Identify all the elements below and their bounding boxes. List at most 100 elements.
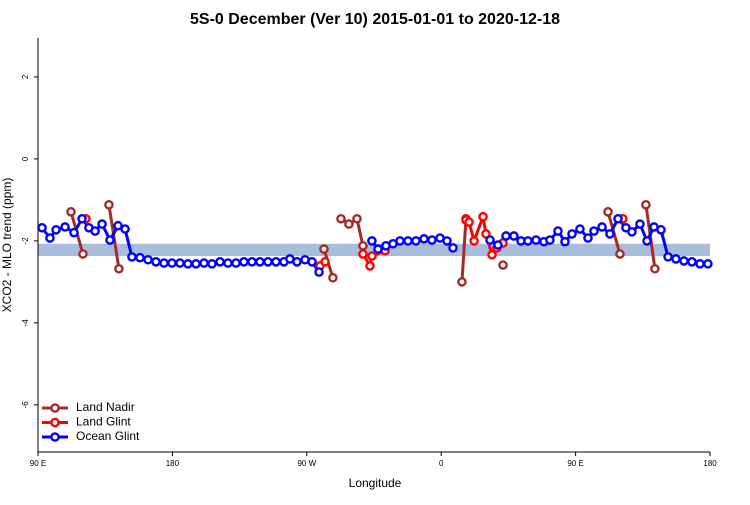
- data-point: [344, 219, 354, 229]
- data-point: [642, 236, 652, 246]
- data-point: [615, 249, 625, 259]
- data-point: [531, 235, 541, 245]
- data-point: [419, 234, 429, 244]
- data-point: [320, 257, 330, 267]
- legend-marker: [50, 417, 60, 428]
- legend-label: Land Glint: [76, 415, 131, 429]
- y-tick-label: 0: [21, 156, 30, 161]
- data-point: [151, 257, 161, 267]
- y-axis-label: XCO2 - MLO trend (ppm): [0, 178, 14, 313]
- data-point: [478, 211, 488, 222]
- data-point: [597, 222, 607, 232]
- data-point: [143, 254, 153, 265]
- y-tick-label: 2: [21, 74, 30, 79]
- data-point: [127, 252, 137, 262]
- x-tick-label: 0: [439, 459, 444, 468]
- data-point: [457, 277, 467, 287]
- data-point: [159, 258, 169, 268]
- data-point: [560, 236, 570, 247]
- data-point: [367, 251, 377, 261]
- data-point: [485, 235, 495, 245]
- data-point: [365, 261, 375, 271]
- x-tick-label: 180: [166, 459, 180, 468]
- data-point: [567, 229, 577, 239]
- data-point: [487, 250, 497, 260]
- x-axis-label: Longitude: [349, 476, 402, 490]
- x-tick-label: 90 E: [30, 459, 46, 468]
- data-point: [501, 231, 511, 241]
- data-point: [336, 213, 346, 224]
- legend-label: Ocean Glint: [76, 429, 140, 443]
- data-point: [442, 236, 452, 246]
- data-point: [411, 236, 421, 246]
- data-point: [328, 272, 338, 283]
- data-point: [167, 258, 177, 268]
- data-point: [605, 229, 615, 239]
- data-point: [663, 252, 673, 262]
- data-point: [239, 257, 249, 267]
- data-point: [263, 257, 273, 267]
- data-point: [247, 257, 257, 267]
- data-point: [367, 236, 377, 246]
- data-point: [553, 226, 563, 236]
- data-point: [464, 217, 474, 227]
- legend-label: Land Nadir: [76, 400, 135, 414]
- data-point: [231, 258, 241, 268]
- data-point: [469, 236, 479, 246]
- data-point: [613, 213, 623, 224]
- x-tick-label: 90 W: [297, 459, 316, 468]
- data-point: [45, 233, 55, 243]
- data-point: [498, 260, 508, 270]
- data-point: [352, 213, 362, 224]
- data-point: [199, 258, 209, 268]
- data-point: [66, 206, 76, 217]
- data-point: [78, 249, 88, 259]
- data-point: [509, 231, 519, 241]
- data-point: [292, 257, 302, 267]
- y-tick-label: -6: [21, 401, 30, 409]
- data-point: [215, 257, 225, 267]
- data-point: [223, 258, 233, 268]
- data-point: [603, 206, 613, 217]
- data-point: [191, 259, 201, 269]
- data-point: [175, 258, 185, 268]
- y-tick-label: -2: [21, 237, 30, 245]
- data-point: [183, 259, 193, 269]
- chart-title: 5S-0 December (Ver 10) 2015-01-01 to 202…: [190, 11, 560, 28]
- data-point: [319, 244, 329, 254]
- data-point: [60, 222, 70, 232]
- data-point: [545, 235, 555, 245]
- data-point: [358, 249, 368, 259]
- data-point: [656, 225, 666, 235]
- data-point: [650, 263, 660, 274]
- data-point: [687, 257, 697, 267]
- data-point: [90, 226, 100, 236]
- data-point: [314, 267, 324, 277]
- data-point: [77, 213, 87, 224]
- data-point: [135, 252, 145, 263]
- data-point: [97, 219, 107, 229]
- data-point: [358, 241, 368, 251]
- data-point: [120, 224, 130, 234]
- data-point: [105, 235, 115, 245]
- data-point: [373, 244, 383, 254]
- data-point: [583, 233, 593, 243]
- y-tick-label: -4: [21, 319, 30, 327]
- legend-marker: [50, 403, 60, 413]
- data-point: [395, 236, 405, 246]
- data-point: [448, 243, 458, 253]
- data-point: [403, 236, 413, 246]
- data-point: [703, 259, 713, 269]
- data-point: [679, 256, 689, 266]
- data-point: [695, 259, 705, 269]
- data-point: [575, 224, 585, 234]
- data-point: [104, 200, 114, 210]
- data-point: [427, 235, 437, 245]
- data-point: [671, 254, 681, 264]
- data-point: [69, 227, 79, 238]
- data-point: [641, 200, 651, 210]
- data-point: [271, 257, 281, 267]
- data-point: [635, 219, 645, 229]
- data-point: [523, 236, 533, 246]
